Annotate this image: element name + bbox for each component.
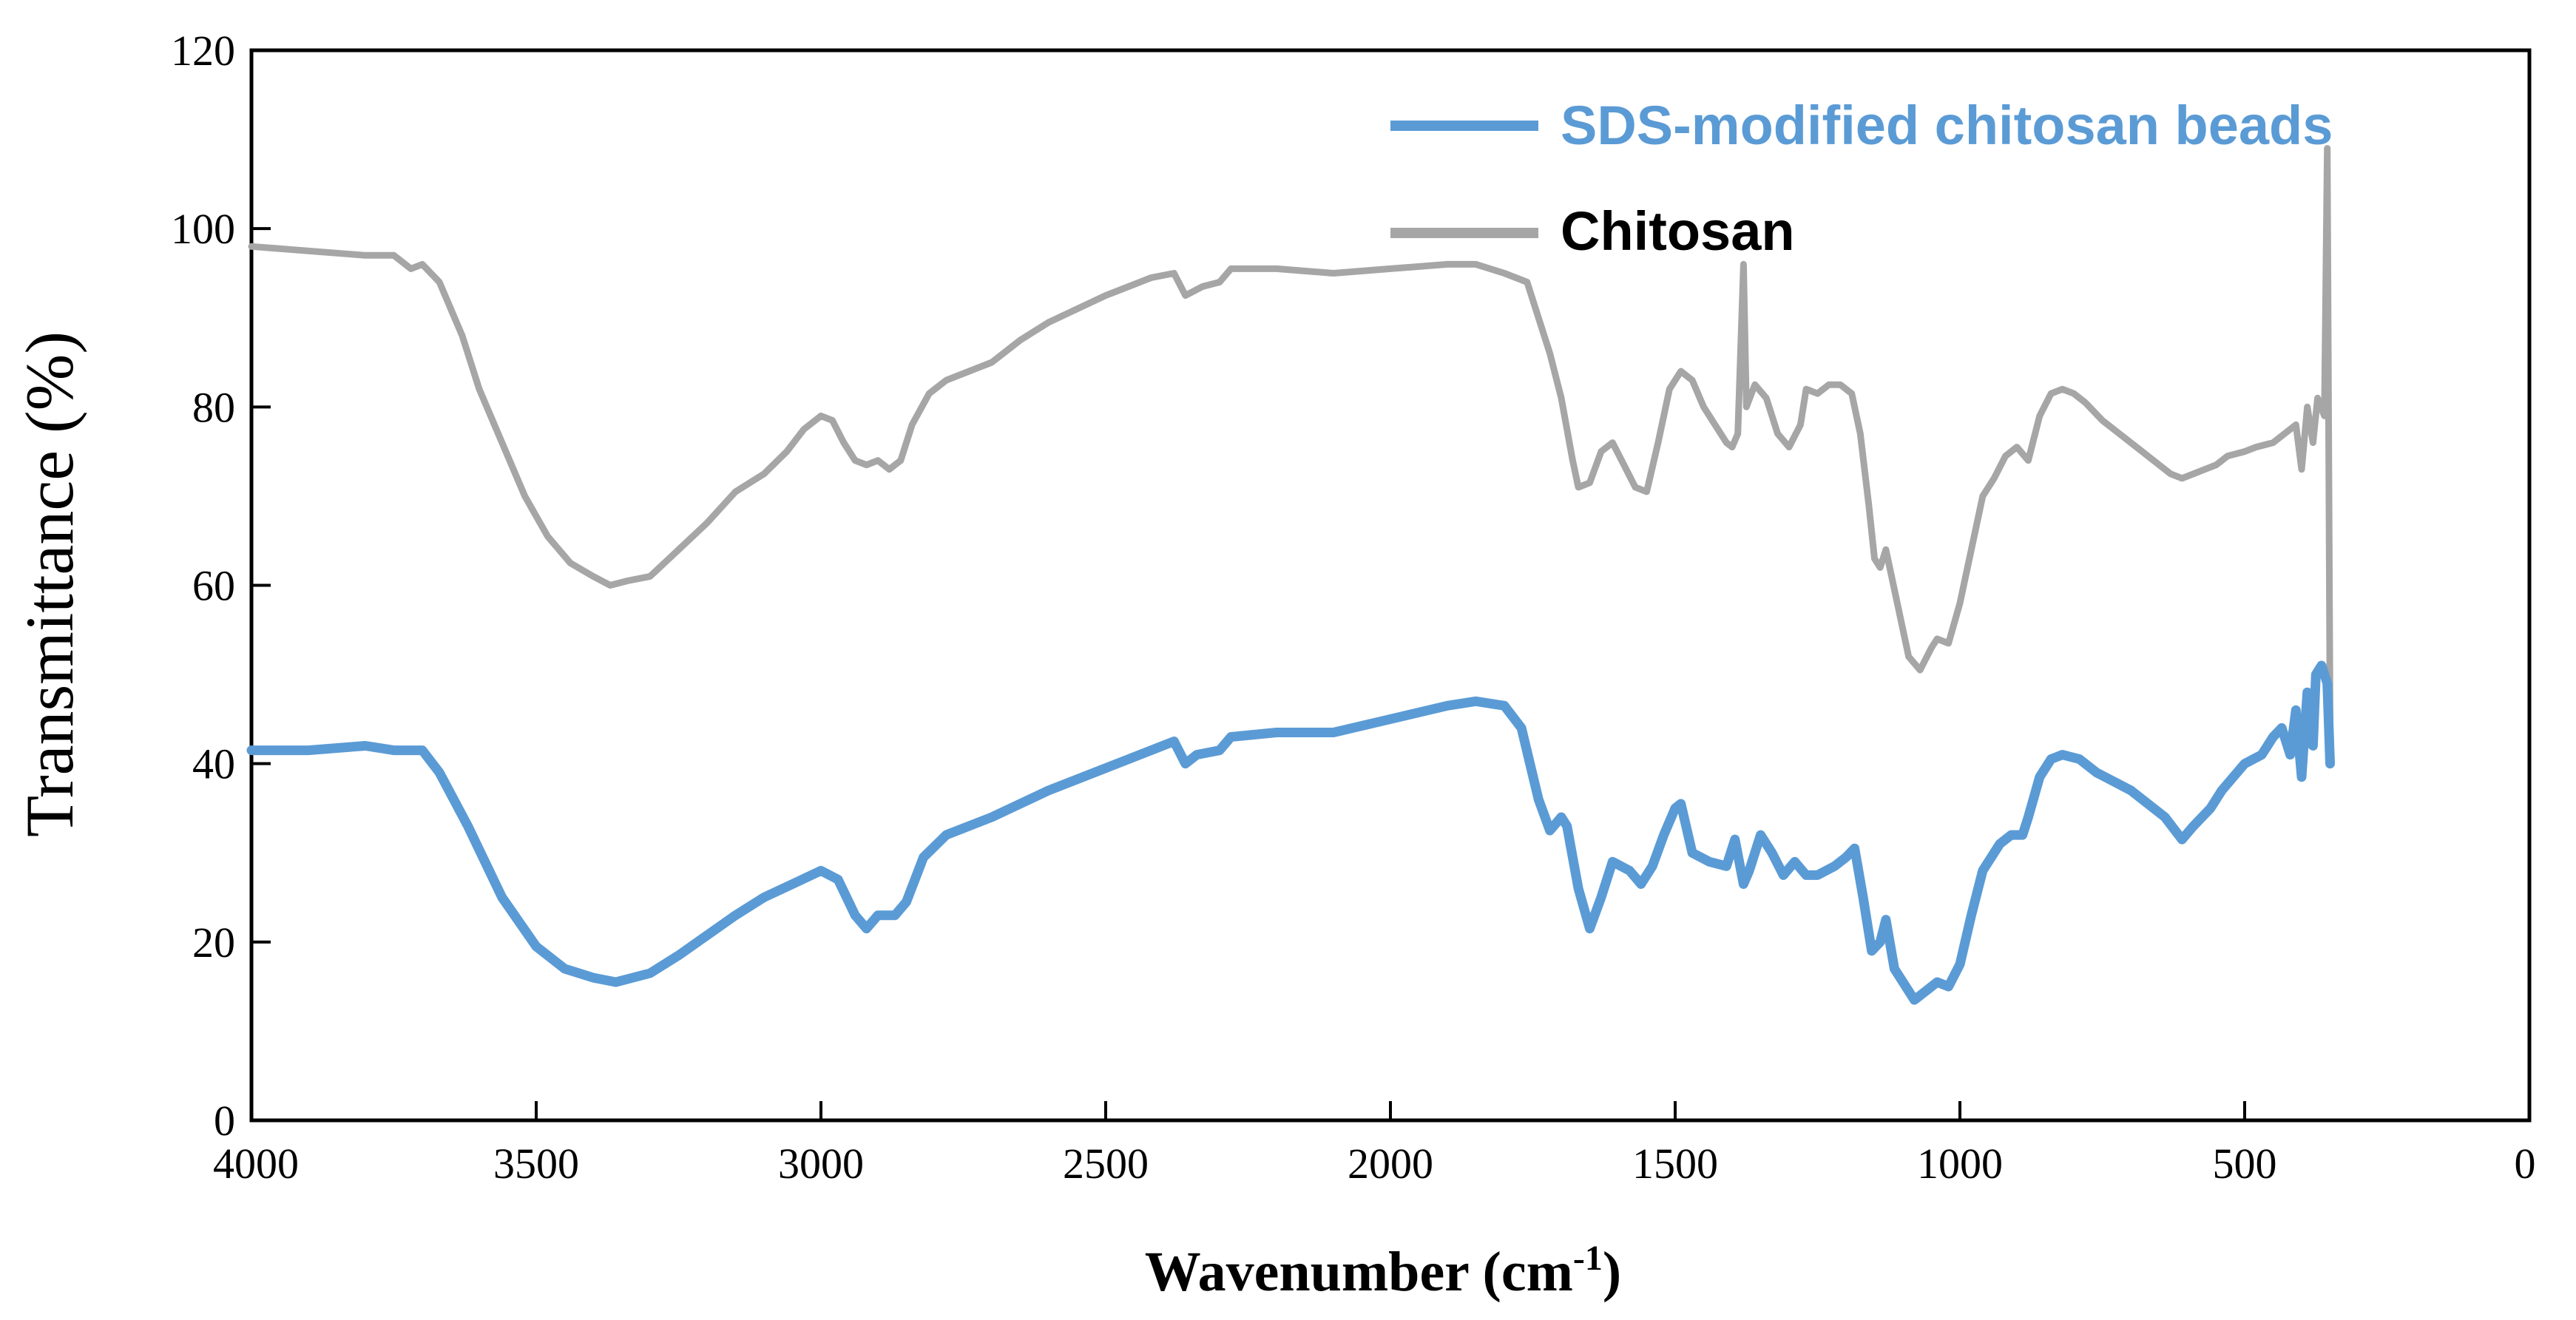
y-tick-label: 40 bbox=[192, 740, 235, 788]
x-axis-title-end: ) bbox=[1603, 1241, 1621, 1303]
y-axis-title: Transmittance (%) bbox=[12, 331, 87, 837]
y-tick-label: 120 bbox=[171, 27, 235, 75]
y-tick-label: 0 bbox=[214, 1097, 235, 1145]
x-tick-label: 2500 bbox=[1063, 1140, 1149, 1188]
series-layer bbox=[246, 145, 2335, 1005]
legend-label-chitosan: Chitosan bbox=[1561, 200, 1795, 262]
plot-area bbox=[249, 48, 2532, 1123]
x-tick-label: 3500 bbox=[493, 1140, 579, 1188]
series-line-chitosan bbox=[248, 145, 2333, 731]
y-tick-label: 80 bbox=[192, 383, 235, 431]
x-axis-ticks: 4000 3500 3000 2500 2000 1500 1000 500 0 bbox=[213, 1101, 2536, 1188]
x-tick-label: 2000 bbox=[1348, 1140, 1433, 1188]
y-tick-label: 100 bbox=[171, 205, 235, 253]
y-tick-label: 20 bbox=[192, 918, 235, 967]
x-tick-label: 1500 bbox=[1632, 1140, 1718, 1188]
x-tick-label: 3000 bbox=[778, 1140, 864, 1188]
x-axis-title: Wavenumber (cm-1) bbox=[1145, 1239, 1621, 1303]
x-tick-label: 4000 bbox=[213, 1140, 299, 1188]
series-line-sds-modified bbox=[246, 660, 2335, 1005]
x-axis-title-superscript: -1 bbox=[1573, 1239, 1603, 1278]
y-axis-ticks: 0 20 40 60 80 100 120 bbox=[171, 27, 271, 1145]
x-tick-label: 500 bbox=[2213, 1140, 2277, 1188]
legend-label-sds: SDS-modified chitosan beads bbox=[1561, 95, 2333, 156]
y-tick-label: 60 bbox=[192, 562, 235, 610]
x-tick-label: 0 bbox=[2515, 1140, 2536, 1188]
x-tick-label: 1000 bbox=[1917, 1140, 2003, 1188]
legend: SDS-modified chitosan beads Chitosan bbox=[1390, 95, 2333, 262]
x-axis-title-text: Wavenumber (cm bbox=[1145, 1241, 1573, 1303]
